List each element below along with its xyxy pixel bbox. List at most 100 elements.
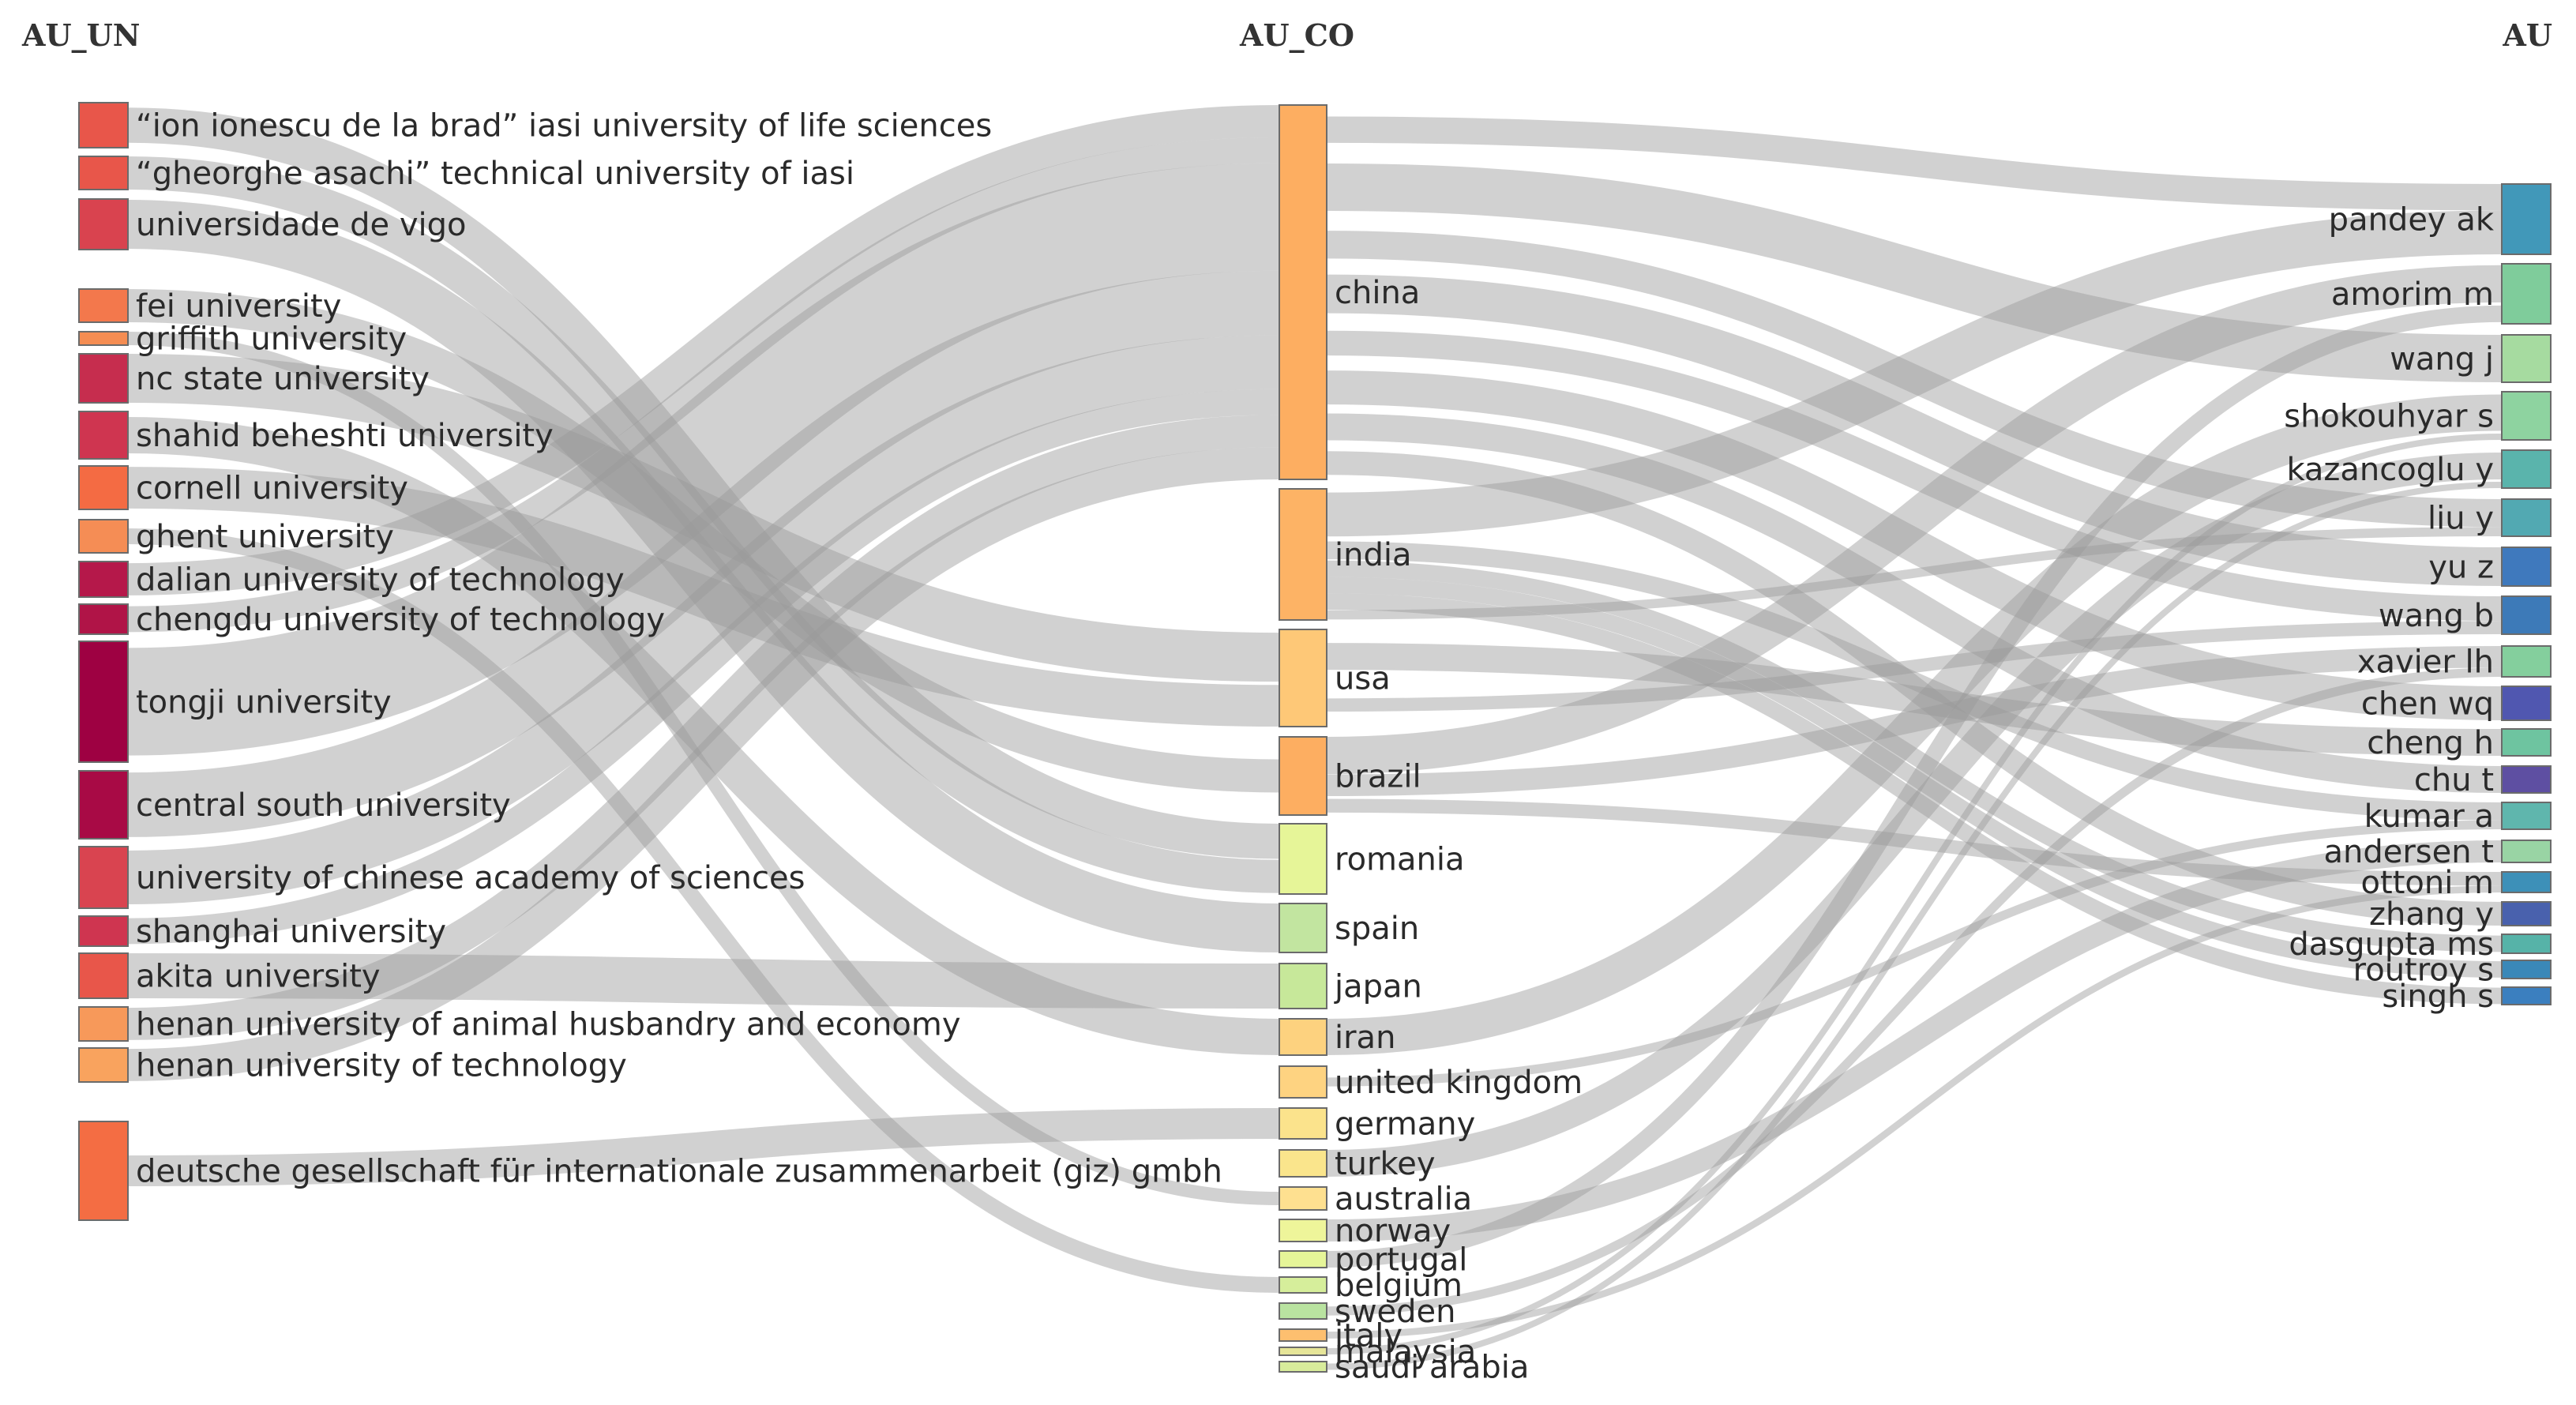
link-un_akita-co_japan[interactable]: [127, 953, 1280, 1009]
link-co_china-au_wangj[interactable]: [1326, 163, 2503, 382]
node-un_henan_tech[interactable]: [78, 1047, 129, 1083]
node-co_germany[interactable]: [1279, 1107, 1327, 1140]
link-un_henan_animal-co_china[interactable]: [127, 415, 1280, 1040]
node-co_japan[interactable]: [1279, 963, 1327, 1009]
link-co_india-au_kumara[interactable]: [1326, 541, 2503, 821]
link-un_ucas-co_china[interactable]: [127, 335, 1280, 905]
node-un_centralsouth[interactable]: [78, 770, 129, 840]
node-au_yuz[interactable]: [2501, 547, 2552, 587]
node-au_chenwq[interactable]: [2501, 686, 2552, 721]
node-co_malaysia[interactable]: [1279, 1347, 1327, 1356]
node-au_chut[interactable]: [2501, 765, 2552, 794]
link-co_india-au_singh[interactable]: [1326, 593, 2503, 1005]
node-au_dasgupta[interactable]: [2501, 934, 2552, 954]
link-co_china-au_wangb[interactable]: [1326, 330, 2503, 622]
node-co_sweden[interactable]: [1279, 1302, 1327, 1320]
link-un_tongji-co_china[interactable]: [127, 163, 1280, 756]
node-un_giz[interactable]: [78, 1121, 129, 1221]
link-co_sweden-au_xavier[interactable]: [1326, 667, 2503, 1316]
node-au_liuy[interactable]: [2501, 498, 2552, 537]
node-un_akita[interactable]: [78, 952, 129, 999]
node-un_henan_animal[interactable]: [78, 1006, 129, 1042]
link-un_cornell-co_usa[interactable]: [127, 467, 1280, 727]
node-au_amorim[interactable]: [2501, 263, 2552, 325]
node-co_usa[interactable]: [1279, 629, 1327, 727]
link-co_china-au_yuz[interactable]: [1326, 274, 2503, 586]
link-un_dalian-co_china[interactable]: [127, 104, 1280, 595]
node-un_griffith[interactable]: [78, 331, 129, 346]
link-co_norway-au_andersen[interactable]: [1326, 840, 2503, 1242]
node-au_singh[interactable]: [2501, 986, 2552, 1005]
node-un_dalian[interactable]: [78, 561, 129, 598]
link-un_ncstate-co_usa[interactable]: [127, 354, 1280, 682]
link-co_china-au_liuy[interactable]: [1326, 231, 2503, 528]
node-un_chengdu[interactable]: [78, 603, 129, 635]
node-un_iasi_tech[interactable]: [78, 156, 129, 190]
node-un_shanghai[interactable]: [78, 915, 129, 947]
link-co_malaysia-au_shokouhyar[interactable]: [1326, 434, 2503, 1354]
link-co_iran-au_shokouhyar[interactable]: [1326, 394, 2503, 1055]
link-un_chengdu-co_china[interactable]: [127, 137, 1280, 633]
node-un_beheshti[interactable]: [78, 411, 129, 460]
link-co_china-au_pandey[interactable]: [1326, 116, 2503, 211]
link-co_portugal-au_amorim[interactable]: [1326, 305, 2503, 1268]
node-co_norway[interactable]: [1279, 1219, 1327, 1242]
node-au_andersen[interactable]: [2501, 840, 2552, 863]
node-un_tongji[interactable]: [78, 641, 129, 763]
node-un_vigo[interactable]: [78, 198, 129, 250]
node-au_wangj[interactable]: [2501, 334, 2552, 383]
node-au_chengh[interactable]: [2501, 728, 2552, 757]
link-co_india-au_liuy[interactable]: [1326, 527, 2503, 620]
link-co_india-au_dasgupta[interactable]: [1326, 560, 2503, 952]
node-au_pandey[interactable]: [2501, 183, 2552, 255]
link-un_iasi_life-co_romania[interactable]: [127, 107, 1280, 859]
node-un_fei[interactable]: [78, 288, 129, 323]
link-co_brazil-au_amorim[interactable]: [1326, 265, 2503, 775]
node-au_ottoni[interactable]: [2501, 871, 2552, 893]
node-un_ghent[interactable]: [78, 519, 129, 554]
link-un_giz-co_germany[interactable]: [127, 1108, 1280, 1186]
link-co_china-au_chut[interactable]: [1326, 413, 2503, 793]
node-co_spain[interactable]: [1279, 903, 1327, 953]
node-co_iran[interactable]: [1279, 1018, 1327, 1056]
link-co_uk-au_kumara[interactable]: [1326, 820, 2503, 1087]
link-un_centralsouth-co_china[interactable]: [127, 270, 1280, 837]
node-au_kazancoglu[interactable]: [2501, 449, 2552, 489]
link-co_turkey-au_kazancoglu[interactable]: [1326, 453, 2503, 1177]
node-co_belgium[interactable]: [1279, 1276, 1327, 1294]
node-un_ucas[interactable]: [78, 846, 129, 909]
node-co_india[interactable]: [1279, 488, 1327, 621]
node-co_turkey[interactable]: [1279, 1149, 1327, 1178]
link-co_india-au_pandey[interactable]: [1326, 210, 2503, 537]
node-au_wangb[interactable]: [2501, 595, 2552, 635]
link-un_henan_tech-co_china[interactable]: [127, 447, 1280, 1081]
link-un_shanghai-co_china[interactable]: [127, 389, 1280, 945]
link-co_china-au_chenwq[interactable]: [1326, 370, 2503, 720]
node-co_saudi[interactable]: [1279, 1361, 1327, 1373]
node-co_italy[interactable]: [1279, 1328, 1327, 1342]
node-un_iasi_life[interactable]: [78, 102, 129, 148]
link-co_usa-au_chengh[interactable]: [1326, 643, 2503, 756]
node-co_uk[interactable]: [1279, 1065, 1327, 1099]
link-co_india-au_routroy[interactable]: [1326, 577, 2503, 978]
node-co_australia[interactable]: [1279, 1186, 1327, 1211]
link-un_beheshti-co_iran[interactable]: [127, 417, 1280, 1055]
node-au_zhangy[interactable]: [2501, 901, 2552, 926]
link-un_griffith-co_australia[interactable]: [127, 332, 1280, 1205]
link-co_brazil-au_ottoni[interactable]: [1326, 798, 2503, 886]
node-co_brazil[interactable]: [1279, 736, 1327, 816]
node-au_shokouhyar[interactable]: [2501, 391, 2552, 441]
link-un_iasi_tech-co_romania[interactable]: [127, 156, 1280, 893]
node-co_china[interactable]: [1279, 104, 1327, 480]
link-un_fei-co_brazil[interactable]: [127, 289, 1280, 793]
node-au_xavier[interactable]: [2501, 645, 2552, 678]
node-un_ncstate[interactable]: [78, 353, 129, 404]
link-co_brazil-au_xavier[interactable]: [1326, 646, 2503, 797]
link-co_italy-au_ottoni[interactable]: [1326, 885, 2503, 1339]
node-co_romania[interactable]: [1279, 823, 1327, 895]
link-un_vigo-co_spain[interactable]: [127, 200, 1280, 952]
link-co_china-au_zhangy[interactable]: [1326, 451, 2503, 926]
node-au_kumara[interactable]: [2501, 802, 2552, 830]
link-un_ghent-co_belgium[interactable]: [127, 528, 1280, 1293]
link-co_usa-au_wangb[interactable]: [1326, 621, 2503, 712]
